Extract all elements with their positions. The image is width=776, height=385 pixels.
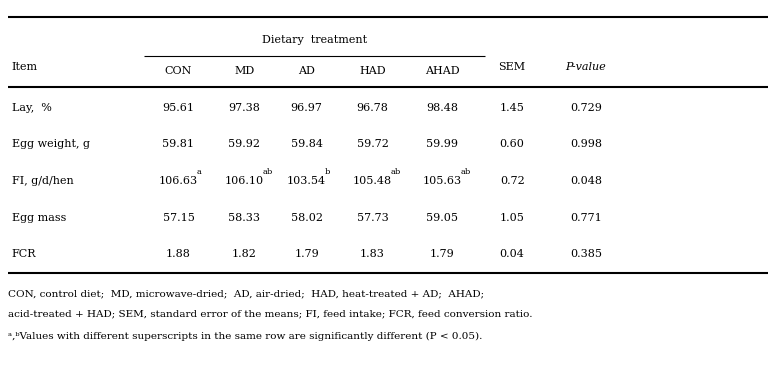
Text: CON, control diet;  MD, microwave-dried;  AD, air-dried;  HAD, heat-treated + AD: CON, control diet; MD, microwave-dried; … — [8, 290, 484, 299]
Text: 58.33: 58.33 — [228, 213, 261, 223]
Text: 96.97: 96.97 — [290, 103, 323, 113]
Text: FCR: FCR — [12, 249, 36, 259]
Text: 103.54: 103.54 — [287, 176, 326, 186]
Text: CON: CON — [165, 66, 192, 76]
Text: SEM: SEM — [499, 62, 525, 72]
Text: HAD: HAD — [359, 66, 386, 76]
Text: 59.05: 59.05 — [426, 213, 459, 223]
Text: a: a — [197, 168, 202, 176]
Text: FI, g/d/hen: FI, g/d/hen — [12, 176, 74, 186]
Text: AHAD: AHAD — [425, 66, 459, 76]
Text: Dietary  treatment: Dietary treatment — [262, 35, 367, 45]
Text: 1.79: 1.79 — [430, 249, 455, 259]
Text: 59.72: 59.72 — [356, 139, 389, 149]
Text: 0.385: 0.385 — [570, 249, 602, 259]
Text: 0.04: 0.04 — [500, 249, 525, 259]
Text: 106.10: 106.10 — [225, 176, 264, 186]
Text: 57.15: 57.15 — [162, 213, 195, 223]
Text: 105.63: 105.63 — [423, 176, 462, 186]
Text: 105.48: 105.48 — [353, 176, 392, 186]
Text: 1.45: 1.45 — [500, 103, 525, 113]
Text: MD: MD — [234, 66, 255, 76]
Text: P-value: P-value — [566, 62, 606, 72]
Text: b: b — [325, 168, 331, 176]
Text: ᵃ,ᵇValues with different superscripts in the same row are significantly differen: ᵃ,ᵇValues with different superscripts in… — [8, 332, 482, 341]
Text: 59.92: 59.92 — [228, 139, 261, 149]
Text: 1.05: 1.05 — [500, 213, 525, 223]
Text: acid-treated + HAD; SEM, standard error of the means; FI, feed intake; FCR, feed: acid-treated + HAD; SEM, standard error … — [8, 309, 532, 318]
Text: 98.48: 98.48 — [426, 103, 459, 113]
Text: ab: ab — [391, 168, 401, 176]
Text: 59.99: 59.99 — [426, 139, 459, 149]
Text: 59.84: 59.84 — [290, 139, 323, 149]
Text: 58.02: 58.02 — [290, 213, 323, 223]
Text: ab: ab — [263, 168, 273, 176]
Text: 1.79: 1.79 — [294, 249, 319, 259]
Text: ab: ab — [461, 168, 471, 176]
Text: 106.63: 106.63 — [159, 176, 198, 186]
Text: Egg mass: Egg mass — [12, 213, 66, 223]
Text: Egg weight, g: Egg weight, g — [12, 139, 90, 149]
Text: 0.048: 0.048 — [570, 176, 602, 186]
Text: Item: Item — [12, 62, 38, 72]
Text: 57.73: 57.73 — [357, 213, 388, 223]
Text: 0.998: 0.998 — [570, 139, 602, 149]
Text: AD: AD — [298, 66, 315, 76]
Text: 95.61: 95.61 — [162, 103, 195, 113]
Text: 97.38: 97.38 — [228, 103, 261, 113]
Text: 1.82: 1.82 — [232, 249, 257, 259]
Text: 0.60: 0.60 — [500, 139, 525, 149]
Text: Lay,  %: Lay, % — [12, 103, 51, 113]
Text: 0.771: 0.771 — [570, 213, 601, 223]
Text: 59.81: 59.81 — [162, 139, 195, 149]
Text: 1.83: 1.83 — [360, 249, 385, 259]
Text: 1.88: 1.88 — [166, 249, 191, 259]
Text: 0.729: 0.729 — [570, 103, 602, 113]
Text: 0.72: 0.72 — [500, 176, 525, 186]
Text: 96.78: 96.78 — [356, 103, 389, 113]
